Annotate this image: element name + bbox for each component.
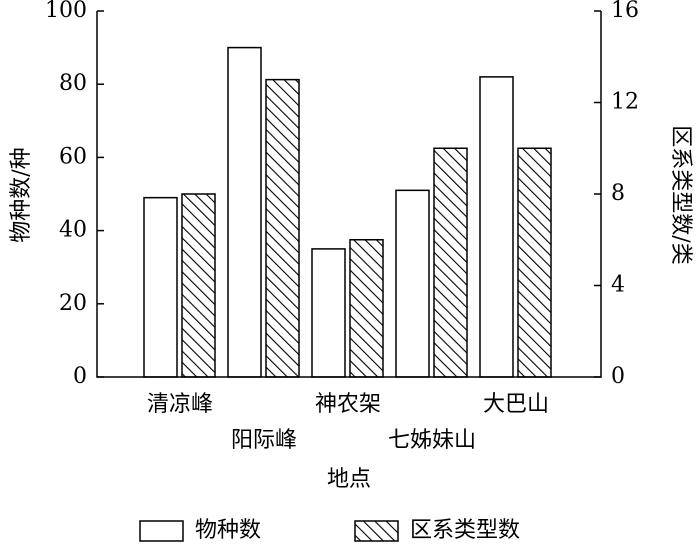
x-tick-label: 神农架 <box>315 392 381 417</box>
y2-tick-label: 16 <box>611 0 639 23</box>
y-tick-label: 80 <box>59 71 87 96</box>
y2-tick-label: 0 <box>611 364 625 389</box>
bar <box>181 193 216 378</box>
y-tick-label: 20 <box>59 291 87 316</box>
bar <box>479 76 514 378</box>
x-axis-label: 地点 <box>327 467 371 492</box>
x-tick-label: 七姊妹山 <box>388 428 476 453</box>
y-tick-label: 0 <box>73 364 87 389</box>
bar <box>311 248 346 378</box>
bar <box>395 189 430 378</box>
bar <box>265 78 300 378</box>
legend-label: 区系类型数 <box>410 518 520 543</box>
x-tick-label: 大巴山 <box>483 392 549 417</box>
y-tick-label: 40 <box>59 218 87 243</box>
axis-frame <box>96 11 602 378</box>
legend-label: 物种数 <box>195 518 261 543</box>
x-tick-label: 阳际峰 <box>231 428 297 453</box>
bar <box>517 147 552 378</box>
bar <box>433 147 468 378</box>
y2-axis-label: 区系类型数/类 <box>668 125 693 264</box>
y2-tick-label: 12 <box>611 90 639 115</box>
x-tick-label: 清凉峰 <box>147 392 213 417</box>
bar <box>227 46 262 378</box>
bar <box>143 196 178 378</box>
y2-tick-label: 8 <box>611 181 625 206</box>
legend-swatch <box>139 520 184 542</box>
y-axis-label: 物种数/种 <box>9 147 34 242</box>
y-tick-label: 60 <box>59 144 87 169</box>
y-tick-label: 100 <box>45 0 87 23</box>
legend-swatch <box>354 520 399 542</box>
y2-tick-label: 4 <box>611 273 625 298</box>
bar <box>349 239 384 378</box>
